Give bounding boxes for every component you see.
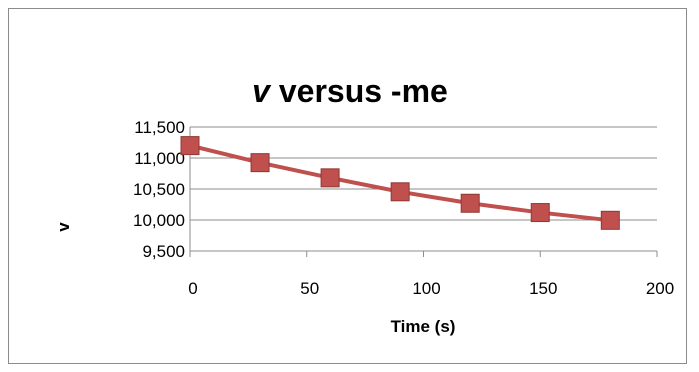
x-axis-label: Time (s) <box>391 317 456 336</box>
tick-labels: 9,500 10,000 10,500 11,000 11,500 0 50 100 150 20… <box>133 118 674 298</box>
x-tick-label: 100 <box>412 279 440 298</box>
y-axis-label: v <box>54 222 73 232</box>
x-tick-label: 150 <box>529 279 557 298</box>
axes <box>189 127 658 257</box>
data-point-marker <box>250 153 270 173</box>
series-layer <box>180 136 620 230</box>
data-point-marker <box>390 182 410 202</box>
y-tick-label: 10,000 <box>133 211 185 230</box>
data-point-marker <box>600 210 620 230</box>
x-tick-label: 0 <box>188 279 197 298</box>
y-tick-label: 11,000 <box>134 149 185 168</box>
data-point-marker <box>460 193 480 213</box>
chart-title: v versus -me <box>252 73 448 109</box>
y-tick-label: 10,500 <box>133 180 185 199</box>
data-point-marker <box>530 203 550 223</box>
data-point-marker <box>180 136 200 156</box>
chart-frame <box>8 8 687 364</box>
chart-title-rest: versus -me <box>270 73 448 109</box>
x-tick-label: 50 <box>300 279 319 298</box>
y-tick-label: 11,500 <box>134 118 185 137</box>
y-tick-label: 9,500 <box>142 242 185 261</box>
chart-title-italic: v <box>252 73 272 109</box>
data-point-marker <box>320 168 340 188</box>
gridlines <box>190 126 657 221</box>
x-tick-label: 200 <box>646 279 674 298</box>
